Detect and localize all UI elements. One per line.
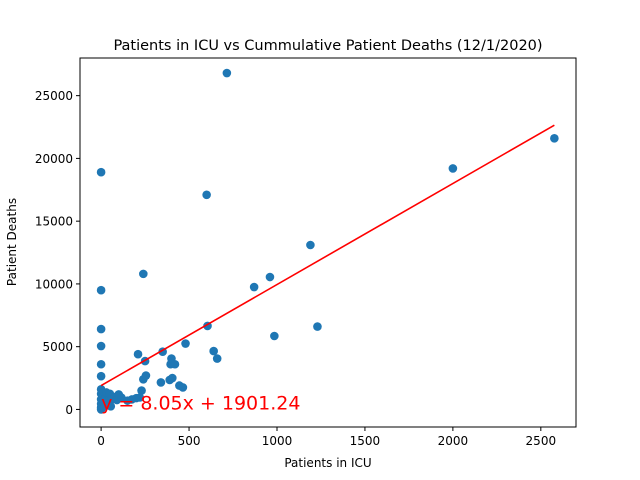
chart-title: Patients in ICU vs Cummulative Patient D… [113, 38, 542, 54]
regression-layer: y = 8.05x + 1901.24 [100, 124, 555, 414]
plot-frame [79, 57, 577, 428]
data-point-4 [96, 359, 106, 369]
data-point-54 [270, 331, 279, 341]
data-point-47 [202, 190, 211, 200]
data-point-55 [306, 240, 315, 250]
x-tick-label-0: 0 [97, 434, 105, 448]
data-point-2 [96, 324, 106, 334]
y-tick-label-5000: 5000 [42, 340, 73, 354]
data-point-21 [106, 401, 116, 411]
data-point-42 [168, 373, 177, 383]
regression-equation: y = 8.05x + 1901.24 [101, 392, 300, 414]
x-tick-label-1000: 1000 [262, 434, 293, 448]
data-point-52 [249, 282, 259, 292]
data-point-5 [96, 371, 106, 381]
data-point-37 [156, 378, 166, 387]
x-tick-label-500: 500 [178, 434, 201, 448]
y-axis-label: Patient Deaths [5, 198, 19, 286]
data-point-36 [141, 371, 151, 380]
data-point-1 [96, 285, 106, 295]
data-point-3 [96, 341, 106, 351]
data-point-56 [313, 322, 322, 331]
data-points [96, 68, 559, 414]
data-point-57 [448, 164, 458, 173]
x-axis-label: Patients in ICU [284, 456, 371, 470]
data-point-58 [550, 134, 559, 143]
data-point-43 [170, 359, 180, 369]
data-point-46 [181, 339, 190, 348]
data-point-49 [209, 346, 218, 356]
y-tick-label-0: 0 [65, 403, 73, 417]
y-tick-label-25000: 25000 [35, 89, 73, 103]
data-point-50 [212, 354, 222, 363]
x-tick-label-2000: 2000 [438, 434, 469, 448]
data-point-0 [96, 167, 106, 177]
y-tick-label-15000: 15000 [35, 215, 73, 229]
regression-line [100, 124, 555, 387]
data-point-31 [135, 393, 145, 402]
x-axis-ticks: 0 500 1000 1500 2000 2500 [97, 427, 556, 448]
data-point-30 [133, 349, 143, 359]
y-axis-ticks: 0 5000 10000 15000 20000 25000 [35, 89, 80, 417]
y-tick-label-20000: 20000 [35, 152, 73, 166]
data-point-45 [178, 383, 188, 392]
x-tick-label-1500: 1500 [350, 434, 381, 448]
x-tick-label-2500: 2500 [526, 434, 557, 448]
y-tick-label-10000: 10000 [35, 277, 73, 291]
data-point-32 [137, 386, 146, 395]
data-point-33 [139, 269, 148, 279]
data-point-51 [222, 68, 232, 78]
data-point-53 [265, 272, 275, 282]
